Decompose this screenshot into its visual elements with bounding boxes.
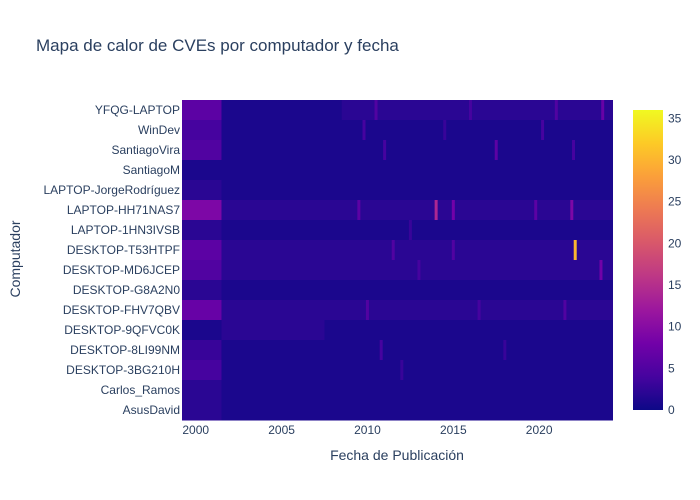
heatmap-cell xyxy=(182,240,222,261)
heatmap-cell xyxy=(182,260,222,281)
heatmap-cell xyxy=(221,400,613,421)
heatmap-cell xyxy=(221,120,613,141)
colorbar-tick-label: 20 xyxy=(668,236,682,250)
heatmap-cell xyxy=(221,140,613,161)
heatmap-cell xyxy=(221,180,613,201)
heatmap-cell xyxy=(341,100,613,121)
heatmap-cell-highlight xyxy=(468,100,472,121)
y-tick-label: Carlos_Ramos xyxy=(101,383,180,397)
heatmap-cell-highlight xyxy=(534,200,538,221)
x-tick-label: 2005 xyxy=(268,423,295,437)
heatmap-cell xyxy=(221,340,613,361)
heatmap-cell-highlight xyxy=(599,260,603,281)
x-tick-label: 2000 xyxy=(182,423,209,437)
y-tick-label: DESKTOP-FHV7QBV xyxy=(63,303,180,317)
heatmap-cell-highlight xyxy=(477,300,481,321)
heatmap-cell-highlight xyxy=(362,120,366,141)
y-tick-label: YFQG-LAPTOP xyxy=(95,103,180,117)
x-axis-title: Fecha de Publicación xyxy=(330,447,464,463)
y-tick-label: DESKTOP-9QFVC0K xyxy=(64,323,180,337)
heatmap-cell xyxy=(182,280,222,301)
heatmap-cell xyxy=(182,120,222,141)
heatmap-cell xyxy=(221,300,613,321)
heatmap-cell-highlight xyxy=(494,140,498,161)
heatmap-cell-highlight xyxy=(400,360,404,381)
heatmap-cell xyxy=(182,360,222,381)
heatmap-cell-highlight xyxy=(451,200,455,221)
heatmap-cell-highlight xyxy=(417,260,421,281)
heatmap-cell-highlight xyxy=(573,240,577,261)
heatmap-cell-highlight xyxy=(563,300,567,321)
colorbar-tick-label: 35 xyxy=(668,111,682,125)
x-tick-label: 2010 xyxy=(354,423,381,437)
heatmap-cell xyxy=(182,300,222,321)
colorbar-tick-label: 25 xyxy=(668,195,682,209)
heatmap-cell-highlight xyxy=(443,120,447,141)
heatmap-cell-highlight xyxy=(379,340,383,361)
colorbar-tick-label: 5 xyxy=(668,361,675,375)
heatmap-cell-highlight xyxy=(391,240,395,261)
x-tick-label: 2015 xyxy=(440,423,467,437)
heatmap-cell xyxy=(221,220,613,241)
colorbar-tick-label: 15 xyxy=(668,278,682,292)
colorbar-tick-label: 10 xyxy=(668,320,682,334)
heatmap-cell-highlight xyxy=(451,240,455,261)
heatmap-cell-highlight xyxy=(554,100,558,121)
heatmap-cell xyxy=(221,200,613,221)
heatmap-cell xyxy=(221,100,342,121)
heatmap-cell xyxy=(182,380,222,401)
y-tick-label: AsusDavid xyxy=(123,403,180,417)
y-tick-label: LAPTOP-1HN3IVSB xyxy=(71,223,180,237)
heatmap-cell-highlight xyxy=(601,100,605,121)
heatmap-cell xyxy=(221,260,613,281)
y-tick-label: LAPTOP-JorgeRodríguez xyxy=(43,183,180,197)
heatmap-cell xyxy=(182,320,222,341)
heatmap-cell xyxy=(182,100,222,121)
heatmap-cell xyxy=(182,400,222,421)
y-tick-label: SantiagoM xyxy=(123,163,180,177)
colorbar-tick-labels: 0 5 10 15 20 25 30 35 xyxy=(668,111,682,417)
y-tick-label: LAPTOP-HH71NAS7 xyxy=(67,203,180,217)
colorbar-tick-label: 0 xyxy=(668,403,675,417)
heatmap-cell-highlight xyxy=(374,100,378,121)
heatmap-cells xyxy=(182,100,613,421)
heatmap-cell-highlight xyxy=(572,140,576,161)
heatmap-cell-highlight xyxy=(408,220,412,241)
heatmap-cell-highlight xyxy=(357,200,361,221)
chart-title: Mapa de calor de CVEs por computador y f… xyxy=(36,36,399,55)
colorbar xyxy=(633,110,663,410)
y-tick-label: DESKTOP-8LI99NM xyxy=(70,343,180,357)
y-tick-label: DESKTOP-G8A2N0 xyxy=(73,283,180,297)
heatmap-cell xyxy=(221,380,613,401)
y-tick-label: DESKTOP-3BG210H xyxy=(66,363,180,377)
heatmap-cell xyxy=(221,280,613,301)
y-tick-labels: YFQG-LAPTOP WinDev SantiagoVira SantiagoM LA… xyxy=(43,103,180,417)
colorbar-tick-label: 30 xyxy=(668,153,682,167)
y-tick-label: SantiagoVira xyxy=(112,143,181,157)
heatmap-cell xyxy=(221,240,613,261)
y-tick-label: WinDev xyxy=(138,123,180,137)
heatmap-cell xyxy=(221,360,613,381)
heatmap-cell-highlight xyxy=(365,300,369,321)
y-tick-label: DESKTOP-MD6JCEP xyxy=(63,263,180,277)
x-tick-labels: 2000 2005 2010 2015 2020 xyxy=(182,423,552,437)
heatmap-cell xyxy=(182,340,222,361)
heatmap-cell xyxy=(221,320,325,341)
heatmap-cell-highlight xyxy=(434,200,438,221)
heatmap-cell xyxy=(182,200,222,221)
x-tick-label: 2020 xyxy=(526,423,553,437)
heatmap-cell-highlight xyxy=(570,200,574,221)
heatmap-cell-highlight xyxy=(383,140,387,161)
heatmap-cell-highlight xyxy=(503,340,507,361)
heatmap-cell xyxy=(182,160,613,181)
heatmap-cell xyxy=(182,180,222,201)
heatmap-cell xyxy=(182,220,222,241)
heatmap-cell xyxy=(324,320,613,341)
heatmap-cell-highlight xyxy=(541,120,545,141)
heatmap-cell xyxy=(182,140,222,161)
y-tick-label: DESKTOP-T53HTPF xyxy=(67,243,180,257)
y-axis-title: Computador xyxy=(7,220,23,297)
